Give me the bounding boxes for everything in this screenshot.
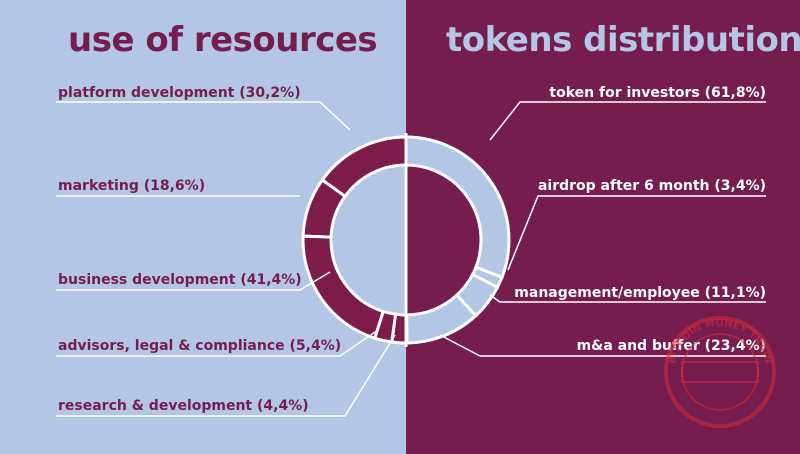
label-token-for-investors: token for investors (61,8%): [549, 85, 766, 101]
leader-business-development: [56, 271, 331, 291]
slice-token-for-investors: [404, 135, 511, 280]
tokens-distribution-panel: [406, 0, 800, 454]
stamp-watermark: BITCOIN MONEY TRAIN: [664, 316, 776, 428]
leader-platform-development: [56, 101, 351, 131]
leader-advisors: [56, 329, 379, 357]
slice-business-development: [301, 234, 386, 341]
label-advisors-legal-compliance: advisors, legal & compliance (5,4%): [58, 338, 342, 354]
label-platform-development: platform development (30,2%): [58, 85, 301, 101]
slice-marketing: [301, 177, 348, 239]
label-marketing: marketing (18,6%): [58, 178, 206, 194]
leader-m-and-a: [439, 334, 766, 357]
use-of-resources-panel: [0, 0, 406, 454]
label-airdrop-after-6-month: airdrop after 6 month (3,4%): [537, 178, 766, 194]
leader-airdrop: [507, 195, 766, 271]
tokens-distribution-title: tokens distribution: [446, 20, 800, 60]
leader-token-investors: [489, 101, 766, 141]
label-management-employee: management/employee (11,1%): [514, 285, 766, 301]
label-business-development: business development (41,4%): [58, 272, 302, 288]
leader-management: [489, 294, 766, 303]
label-research-development: research & development (4,4%): [58, 398, 309, 414]
leader-research: [56, 334, 396, 417]
slice-research-development: [390, 312, 408, 345]
svg-text:BITCOIN MONEY TRAIN: BITCOIN MONEY TRAIN: [667, 318, 773, 365]
use-of-resources-title: use of resources: [68, 20, 378, 60]
